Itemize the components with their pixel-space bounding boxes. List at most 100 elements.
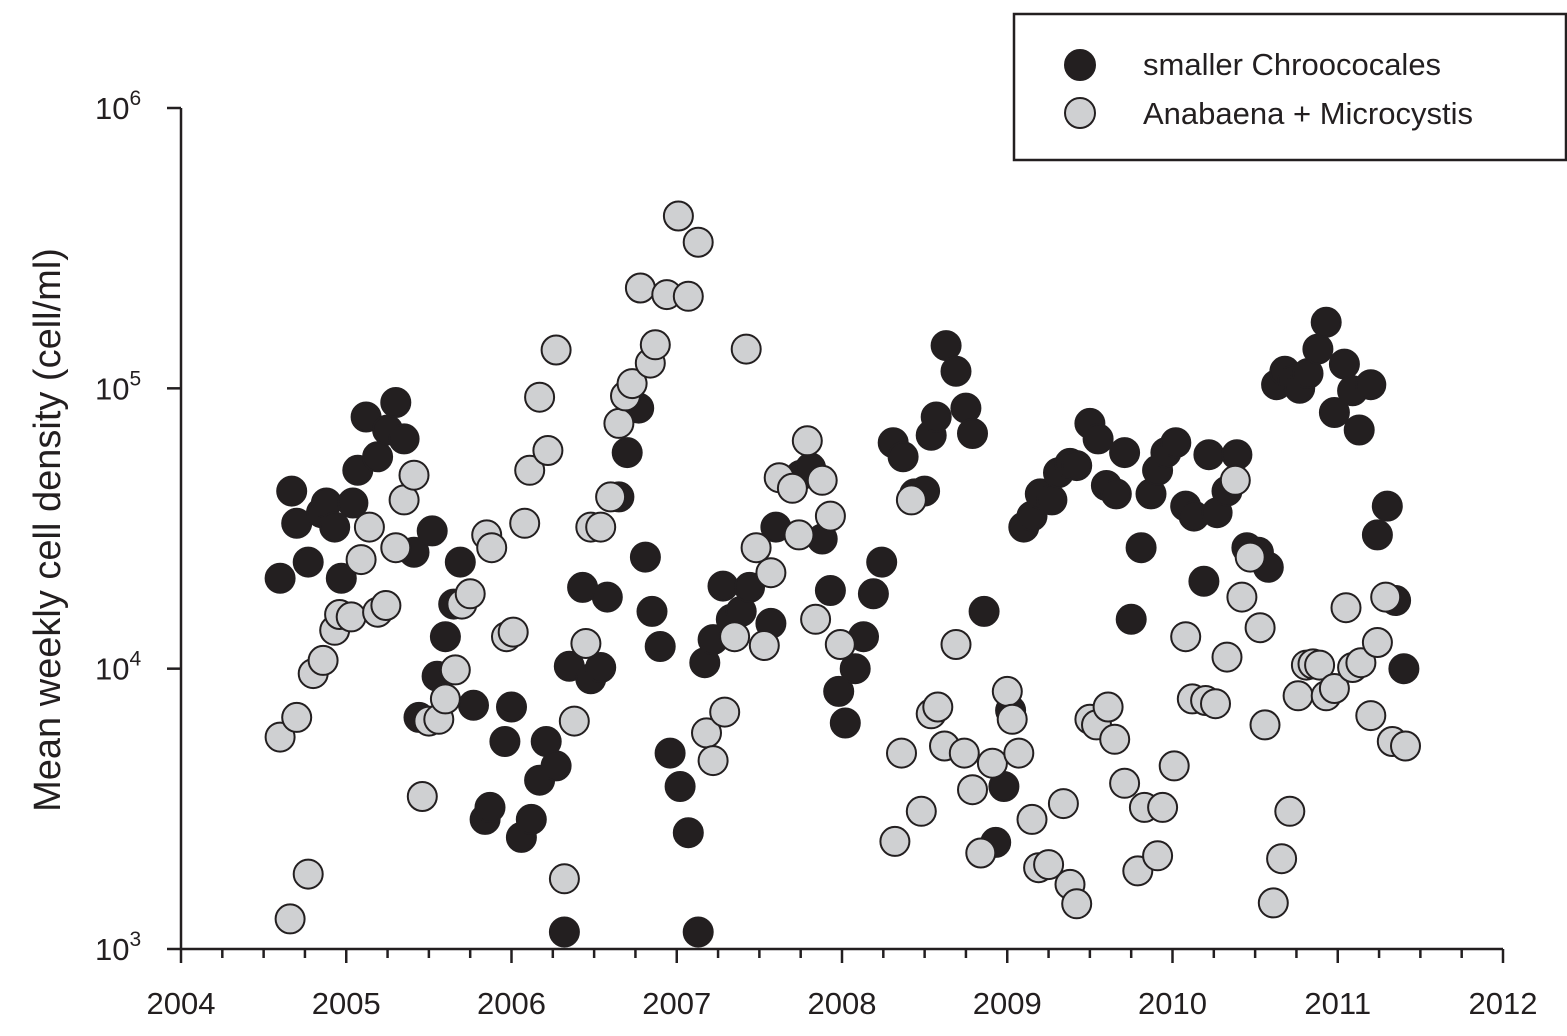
point-anabaena-microcystis bbox=[1147, 791, 1179, 823]
point-smaller-chroococales bbox=[857, 578, 889, 610]
point-anabaena-microcystis bbox=[439, 654, 471, 686]
point-smaller-chroococales bbox=[1188, 565, 1220, 597]
point-anabaena-microcystis bbox=[1282, 680, 1314, 712]
point-anabaena-microcystis bbox=[776, 472, 808, 504]
point-smaller-chroococales bbox=[319, 511, 351, 543]
point-anabaena-microcystis bbox=[476, 532, 508, 564]
point-anabaena-microcystis bbox=[1257, 887, 1289, 919]
point-anabaena-microcystis bbox=[353, 511, 385, 543]
point-anabaena-microcystis bbox=[709, 696, 741, 728]
point-anabaena-microcystis bbox=[1390, 730, 1421, 762]
point-anabaena-microcystis bbox=[370, 590, 402, 621]
point-smaller-chroococales bbox=[388, 423, 420, 455]
point-anabaena-microcystis bbox=[719, 621, 751, 653]
point-smaller-chroococales bbox=[515, 803, 547, 835]
point-anabaena-microcystis bbox=[905, 795, 937, 827]
point-smaller-chroococales bbox=[1115, 603, 1147, 635]
point-smaller-chroococales bbox=[1328, 348, 1360, 380]
point-anabaena-microcystis bbox=[548, 863, 580, 895]
point-anabaena-microcystis bbox=[922, 691, 954, 723]
point-anabaena-microcystis bbox=[558, 705, 590, 737]
point-anabaena-microcystis bbox=[1003, 737, 1035, 769]
x-tick-label: 2012 bbox=[1469, 986, 1538, 1021]
point-anabaena-microcystis bbox=[1061, 888, 1093, 920]
point-anabaena-microcystis bbox=[800, 603, 832, 635]
point-anabaena-microcystis bbox=[697, 745, 729, 777]
point-anabaena-microcystis bbox=[791, 425, 823, 457]
point-smaller-chroococales bbox=[337, 487, 369, 519]
point-smaller-chroococales bbox=[1082, 423, 1114, 455]
axes-layer: 2004 2005 2006 2007 2008 2009 2010 2011 2012 103 1… bbox=[95, 87, 1537, 1021]
point-anabaena-microcystis bbox=[996, 703, 1028, 735]
point-smaller-chroococales bbox=[548, 916, 580, 948]
point-smaller-chroococales bbox=[1109, 437, 1141, 469]
point-smaller-chroococales bbox=[429, 621, 461, 653]
x-tick-label: 2004 bbox=[147, 986, 216, 1021]
point-smaller-chroococales bbox=[887, 441, 919, 473]
point-smaller-chroococales bbox=[930, 330, 962, 362]
point-anabaena-microcystis bbox=[1234, 541, 1266, 573]
point-anabaena-microcystis bbox=[264, 721, 296, 753]
point-smaller-chroococales bbox=[734, 571, 765, 603]
point-anabaena-microcystis bbox=[603, 407, 635, 439]
y-tick-label: 105 bbox=[95, 367, 141, 406]
x-tick-label: 2006 bbox=[477, 986, 546, 1021]
point-anabaena-microcystis bbox=[886, 737, 917, 769]
point-anabaena-microcystis bbox=[307, 644, 339, 676]
x-tick-label: 2011 bbox=[1304, 986, 1371, 1021]
point-smaller-chroococales bbox=[957, 418, 988, 449]
point-smaller-chroococales bbox=[636, 595, 668, 627]
point-anabaena-microcystis bbox=[1109, 767, 1141, 799]
point-anabaena-microcystis bbox=[662, 200, 694, 232]
point-anabaena-microcystis bbox=[755, 557, 787, 589]
point-smaller-chroococales bbox=[839, 653, 871, 685]
point-anabaena-microcystis bbox=[1244, 612, 1276, 644]
point-anabaena-microcystis bbox=[806, 464, 838, 496]
point-anabaena-microcystis bbox=[1092, 691, 1124, 723]
point-anabaena-microcystis bbox=[1219, 464, 1251, 496]
point-anabaena-microcystis bbox=[1226, 581, 1258, 613]
point-anabaena-microcystis bbox=[292, 858, 324, 890]
point-anabaena-microcystis bbox=[1345, 647, 1377, 679]
point-anabaena-microcystis bbox=[1330, 592, 1362, 624]
point-smaller-chroococales bbox=[458, 689, 489, 721]
point-smaller-chroococales bbox=[1100, 478, 1132, 510]
point-smaller-chroococales bbox=[474, 791, 506, 823]
legend-marker-smaller-chroococales bbox=[1064, 49, 1096, 81]
x-tick-label: 2005 bbox=[312, 986, 381, 1021]
point-anabaena-microcystis bbox=[1249, 709, 1281, 741]
point-smaller-chroococales bbox=[444, 546, 476, 578]
point-anabaena-microcystis bbox=[740, 532, 772, 564]
point-anabaena-microcystis bbox=[454, 578, 486, 610]
point-anabaena-microcystis bbox=[398, 459, 430, 491]
point-anabaena-microcystis bbox=[345, 544, 377, 576]
point-anabaena-microcystis bbox=[991, 675, 1023, 707]
point-anabaena-microcystis bbox=[976, 747, 1008, 779]
point-anabaena-microcystis bbox=[895, 484, 927, 516]
point-anabaena-microcystis bbox=[1016, 803, 1048, 835]
point-anabaena-microcystis bbox=[965, 837, 997, 869]
point-anabaena-microcystis bbox=[1361, 627, 1393, 658]
point-anabaena-microcystis bbox=[1318, 673, 1350, 704]
legend-label-smaller-chroococales: smaller Chroococales bbox=[1143, 47, 1441, 82]
point-anabaena-microcystis bbox=[406, 781, 438, 812]
x-tick-label: 2008 bbox=[808, 986, 877, 1021]
point-smaller-chroococales bbox=[654, 737, 686, 769]
point-anabaena-microcystis bbox=[1170, 621, 1202, 653]
point-smaller-chroococales bbox=[1125, 532, 1157, 564]
point-smaller-chroococales bbox=[644, 631, 676, 662]
point-smaller-chroococales bbox=[591, 581, 623, 613]
point-anabaena-microcystis bbox=[824, 629, 856, 660]
point-smaller-chroococales bbox=[416, 515, 448, 547]
point-anabaena-microcystis bbox=[1274, 795, 1306, 827]
point-smaller-chroococales bbox=[682, 916, 714, 948]
point-anabaena-microcystis bbox=[532, 435, 564, 466]
point-smaller-chroococales bbox=[950, 392, 982, 424]
point-smaller-chroococales bbox=[1318, 397, 1350, 428]
point-anabaena-microcystis bbox=[1304, 649, 1336, 681]
y-tick-label: 103 bbox=[95, 928, 141, 967]
point-smaller-chroococales bbox=[1160, 427, 1192, 459]
point-smaller-chroococales bbox=[276, 475, 308, 507]
point-smaller-chroococales bbox=[940, 355, 972, 387]
point-smaller-chroococales bbox=[1355, 369, 1387, 401]
